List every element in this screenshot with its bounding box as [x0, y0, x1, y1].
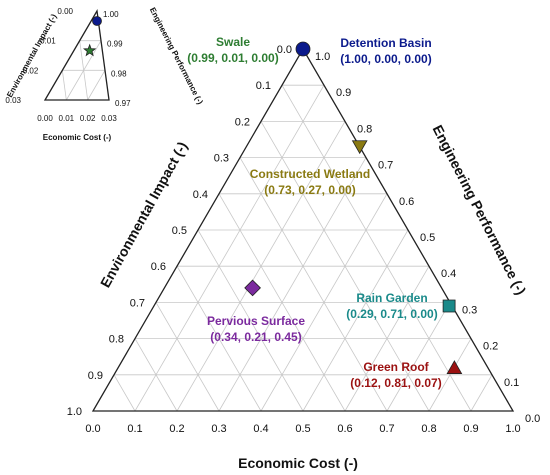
point-marker-rain-garden: [442, 299, 456, 313]
inset-axis-title-left: Environmental Impact (-): [5, 12, 59, 99]
grid-line: [134, 84, 325, 412]
inset-tick-label-bottom: 0.00: [37, 114, 53, 123]
inset-tick-label-right: 0.97: [115, 99, 131, 108]
tick-label-bottom: 0.4: [253, 423, 268, 435]
tick-label-right: 0.1: [504, 377, 519, 389]
main-ticks: 0.0 0.1 0.2 0.3 0.4 0.5 0.6 0.7 0.8 0.9 1.00.00.10…: [67, 44, 541, 435]
grid-line: [470, 374, 493, 412]
grid-line: [113, 374, 136, 412]
main-ternary-plot: 0.0 0.1 0.2 0.3 0.4 0.5 0.6 0.7 0.8 0.9 1.00.00.10…: [67, 35, 541, 471]
inset-tick-label-left: 0.01: [40, 37, 56, 46]
grid-line: [176, 265, 262, 412]
point-marker-green-roof: [446, 360, 463, 374]
grid-line: [386, 302, 451, 412]
inset-tick-label-left: 0.00: [57, 7, 73, 16]
point-label-swale: Swale: [216, 35, 250, 49]
grid-line: [260, 121, 430, 412]
main-grid: [113, 84, 493, 412]
grid-line: [134, 338, 178, 412]
grid-line: [218, 157, 367, 412]
tick-label-bottom: 1.0: [505, 423, 520, 435]
inset-tick-label-bottom: 0.01: [59, 114, 75, 123]
tick-label-bottom: 0.6: [337, 423, 352, 435]
inset-grid-line: [61, 70, 67, 101]
point-marker-pervious-surface: [244, 279, 261, 297]
point-values-pervious-surface: (0.34, 0.21, 0.45): [210, 330, 301, 344]
tick-label-right: 0.8: [357, 123, 372, 135]
tick-label-right: 0.9: [336, 87, 351, 99]
grid-line: [302, 229, 409, 412]
point-label-green-roof: Green Roof: [363, 360, 429, 374]
inset-grid-line: [87, 70, 106, 101]
inset-point-circle: [92, 16, 102, 26]
inset-tick-label-right: 1.00: [103, 10, 119, 19]
tick-label-right: 0.6: [399, 196, 414, 208]
inset-point-star: [83, 43, 97, 57]
point-label-rain-garden: Rain Garden: [356, 291, 427, 305]
tick-label-right: 0.7: [378, 160, 393, 172]
tick-label-bottom: 0.5: [295, 423, 310, 435]
grid-line: [197, 229, 304, 412]
tick-label-left: 0.6: [151, 261, 166, 273]
tick-label-right: 0.3: [462, 304, 477, 316]
main-point-labels: Swale (0.99, 0.01, 0.00) Detention Basin (1…: [187, 35, 441, 390]
tick-label-left: 0.9: [88, 370, 103, 382]
inset-tick-label-right: 0.98: [111, 69, 127, 78]
tick-label-left: 1.0: [67, 406, 82, 418]
tick-label-bottom: 0.9: [463, 423, 478, 435]
grid-line: [155, 302, 220, 412]
point-label-constructed-wetland: Constructed Wetland: [250, 167, 370, 181]
inset-points: [83, 16, 102, 57]
grid-line: [281, 84, 472, 412]
tick-label-right: 0.0: [525, 413, 540, 425]
inset-tick-label-bottom: 0.03: [101, 114, 117, 123]
inset-tick-label-bottom: 0.02: [80, 114, 96, 123]
inset-frame: [43, 9, 110, 101]
inset-ternary-plot: 0.00 0.01 0.02 0.03 0.00 0.01 0.02 0.03 1.00 0.99…: [5, 6, 205, 142]
point-marker-constructed-wetland: [351, 140, 368, 155]
inset-tick-label-left: 0.03: [5, 96, 21, 105]
tick-label-bottom: 0.1: [127, 423, 142, 435]
point-values-green-roof: (0.12, 0.81, 0.07): [350, 376, 441, 390]
axis-title-bottom: Economic Cost (-): [238, 455, 358, 471]
tick-label-right: 0.5: [420, 232, 435, 244]
inset-axis-title-bottom: Economic Cost (-): [43, 133, 112, 142]
tick-label-left: 0.3: [214, 153, 229, 165]
inset-grid: [61, 40, 106, 101]
point-label-pervious-surface: Pervious Surface: [207, 314, 305, 328]
tick-label-bottom: 0.7: [379, 423, 394, 435]
tick-label-left: 0.2: [235, 116, 250, 128]
main-points: [244, 41, 463, 374]
tick-label-bottom: 0.0: [85, 423, 100, 435]
tick-label-left: 0.4: [193, 189, 208, 201]
point-values-rain-garden: (0.29, 0.71, 0.00): [346, 307, 437, 321]
tick-label-right: 0.2: [483, 341, 498, 353]
grid-line: [218, 193, 346, 412]
tick-label-bottom: 0.2: [169, 423, 184, 435]
tick-label-left: 0.5: [172, 225, 187, 237]
main-frame: [91, 47, 515, 412]
point-marker-detention-basin: [295, 41, 311, 57]
tick-label-bottom: 0.8: [421, 423, 436, 435]
point-label-detention-basin: Detention Basin: [340, 36, 431, 50]
tick-label-bottom: 0.3: [211, 423, 226, 435]
tick-label-left: 0.8: [109, 334, 124, 346]
inset-triangle-frame: [43, 9, 110, 101]
point-values-detention-basin: (1.00, 0.00, 0.00): [340, 52, 431, 66]
tick-label-right: 0.4: [441, 268, 456, 280]
triangle-frame: [91, 47, 515, 412]
tick-label-left: 0.0: [277, 44, 292, 56]
tick-label-left: 0.7: [130, 297, 145, 309]
grid-line: [239, 157, 388, 412]
inset-tick-label-right: 0.99: [107, 40, 123, 49]
point-values-constructed-wetland: (0.73, 0.27, 0.00): [264, 183, 355, 197]
inset-ticks: 0.00 0.01 0.02 0.03 0.00 0.01 0.02 0.03 1.00 0.99…: [5, 7, 131, 123]
tick-label-right: 1.0: [315, 51, 330, 63]
point-values-swale: (0.99, 0.01, 0.00): [187, 51, 278, 65]
inset-tick-label-left: 0.02: [23, 66, 39, 75]
tick-label-left: 0.1: [256, 80, 271, 92]
